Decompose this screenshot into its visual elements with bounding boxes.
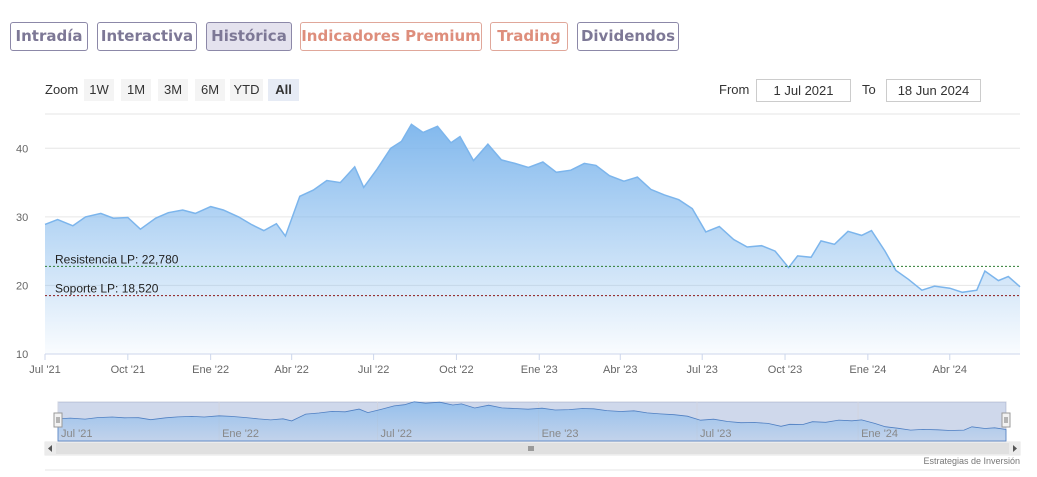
y-tick-label: 30 [16,212,28,224]
navigator-tick-label: Ene '23 [542,428,579,440]
navigator-area [57,401,1007,442]
x-tick-label: Jul '21 [29,364,60,376]
navigator-tick-label: Ene '24 [861,428,898,440]
tab-intradia[interactable]: Intradía [10,22,88,51]
navigator-tick-label: Ene '22 [222,428,259,440]
x-tick-label: Abr '24 [933,364,968,376]
y-tick-label: 20 [16,280,28,292]
resistance-label: Resistencia LP: 22,780 [55,252,179,266]
arrow-left-icon [48,445,52,452]
range-from-input[interactable]: 1 Jul 2021 [756,79,851,102]
scrollbar-grip-icon [528,446,534,451]
tab-trading[interactable]: Trading [490,22,568,51]
zoom-3m-button[interactable]: 3M [158,79,188,101]
reference-lines: Resistencia LP: 22,780 Soporte LP: 18,520 [45,252,1020,297]
zoom-all-button[interactable]: All [268,79,299,101]
navigator-x-axis: Jul '21 Ene '22 Jul '22 Ene '23 Jul '23 Ene '… [61,428,898,440]
x-tick-label: Oct '23 [768,364,803,376]
tab-interactiva[interactable]: Interactiva [97,22,197,51]
tab-historica[interactable]: Histórica [206,22,292,51]
zoom-1w-button[interactable]: 1W [84,79,114,101]
range-to-label: To [862,82,876,97]
x-tick-label: Ene '23 [521,364,558,376]
range-to-input[interactable]: 18 Jun 2024 [886,79,981,102]
x-tick-label: Jul '22 [358,364,389,376]
credits-text: Estrategias de Inversión [923,456,1020,466]
x-tick-label: Abr '23 [603,364,638,376]
x-tick-label: Oct '21 [111,364,146,376]
support-label: Soporte LP: 18,520 [55,282,159,296]
tab-indicadores-premium[interactable]: Indicadores Premium [300,22,482,51]
range-from-label: From [719,82,750,97]
y-tick-label: 10 [16,349,28,361]
zoom-ytd-button[interactable]: YTD [230,79,263,101]
x-tick-label: Abr '22 [274,364,309,376]
y-axis: 10 20 30 40 [16,143,28,361]
scrollbar[interactable] [44,441,1021,456]
price-line [44,123,1021,294]
navigator-tick-label: Jul '22 [381,428,412,440]
navigator-right-handle[interactable] [1001,412,1011,428]
x-tick-label: Ene '24 [849,364,886,376]
arrow-right-icon [1013,445,1017,452]
x-tick-label: Jul '23 [686,364,717,376]
x-tick-label: Ene '22 [192,364,229,376]
tab-dividendos[interactable]: Dividendos [577,22,679,51]
navigator[interactable]: Jul '21 Ene '22 Jul '22 Ene '23 Jul '23 Ene '… [53,401,1011,442]
y-tick-label: 40 [16,143,28,155]
zoom-6m-button[interactable]: 6M [195,79,225,101]
price-area [45,124,1020,354]
navigator-tick-label: Jul '23 [700,428,731,440]
navigator-left-handle[interactable] [53,412,63,428]
zoom-1m-button[interactable]: 1M [121,79,151,101]
x-axis: Jul '21 Oct '21 Ene '22 Abr '22 Jul '22 Oct '… [29,354,967,376]
zoom-label: Zoom [45,82,79,97]
x-tick-label: Oct '22 [439,364,474,376]
navigator-tick-label: Jul '21 [61,428,92,440]
